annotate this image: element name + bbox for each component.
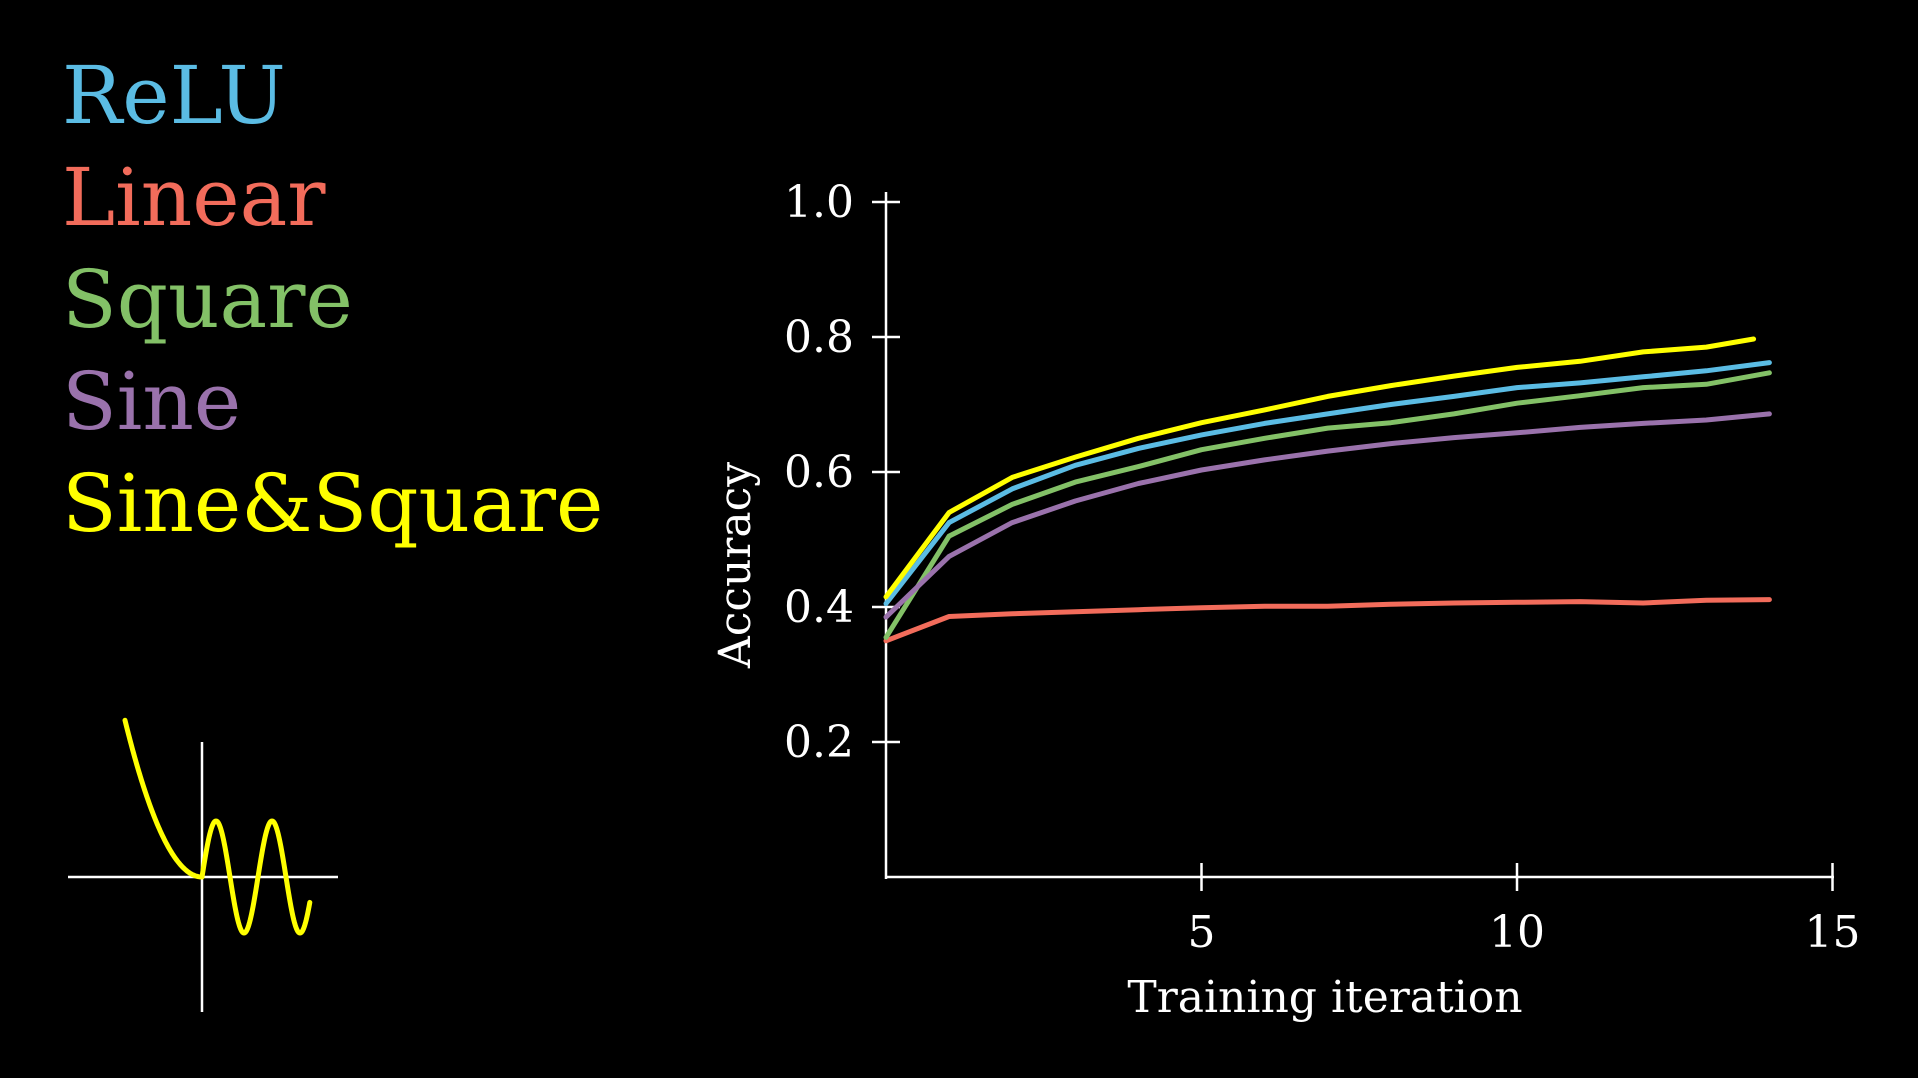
y-tick-label: 1.0: [784, 177, 854, 228]
series-line-relu: [883, 360, 1772, 607]
y-axis-title: Accuracy: [710, 462, 761, 669]
legend-item-sine: Sine: [62, 355, 242, 448]
legend-item-linear: Linear: [62, 151, 326, 244]
x-tick-label: 15: [1805, 907, 1861, 958]
x-tick-label: 5: [1188, 907, 1216, 958]
series-line-square: [883, 370, 1772, 640]
legend-item-square: Square: [62, 253, 353, 346]
chart-axes: [884, 192, 1834, 879]
series-line-sine: [883, 411, 1772, 620]
activation-curve: [122, 717, 313, 936]
y-tick-label: 0.2: [784, 717, 854, 768]
series-line-linear: [883, 597, 1772, 644]
legend: ReLU Linear Square Sine Sine&Square: [62, 46, 603, 556]
y-tick-label: 0.8: [784, 312, 854, 363]
sine-square-activation-icon: [68, 717, 338, 1012]
x-axis-title: Training iteration: [1127, 972, 1522, 1023]
chart-ticks: 0.2 0.4 0.6 0.8 1.0 5 10 15: [784, 177, 1860, 958]
y-tick-label: 0.6: [784, 447, 854, 498]
x-tick-label: 10: [1489, 907, 1545, 958]
series-line-sine-square: [883, 336, 1757, 600]
y-tick-label: 0.4: [784, 582, 854, 633]
chart-series: [883, 336, 1772, 644]
legend-item-relu: ReLU: [62, 49, 286, 142]
legend-item-sine-square: Sine&Square: [62, 457, 604, 550]
